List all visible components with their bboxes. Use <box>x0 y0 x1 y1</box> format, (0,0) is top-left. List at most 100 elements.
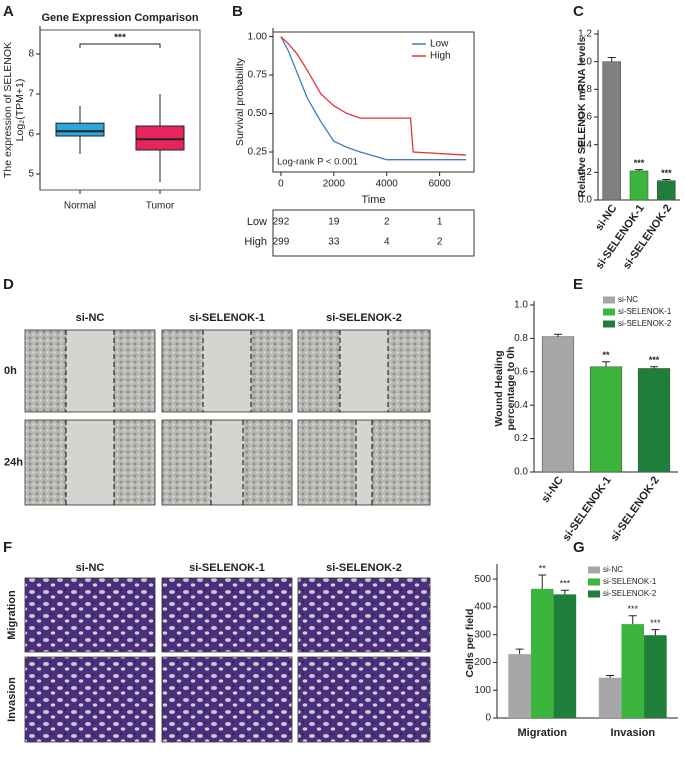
risk-row-label: Low <box>247 216 267 228</box>
y-tick-label: 0.8 <box>514 333 528 344</box>
bar <box>602 61 621 201</box>
y-tick-label: 0 <box>485 713 491 724</box>
bar <box>644 635 667 718</box>
chart-title: Gene Expression Comparison <box>41 12 198 24</box>
error-bar <box>554 333 562 337</box>
y-tick-label: 200 <box>474 657 491 668</box>
y-tick-label: 0.50 <box>248 108 268 119</box>
micrograph <box>297 656 431 743</box>
legend-label: High <box>430 51 451 62</box>
significance: *** <box>114 33 126 44</box>
error-bar <box>560 589 569 595</box>
x-tick-label: si-SELENOK-1 <box>561 475 614 544</box>
legend-swatch <box>588 578 600 586</box>
y-tick-label: 400 <box>474 602 491 613</box>
x-tick-label: 2000 <box>323 179 346 190</box>
y-axis-label: percentage to 0h <box>505 346 517 430</box>
legend-swatch <box>603 320 615 328</box>
plot-frame <box>39 29 201 191</box>
error-bar <box>606 675 615 678</box>
legend-swatch <box>588 590 600 598</box>
y-tick-label: 5 <box>28 169 34 180</box>
legend-label: si-SELENOK-2 <box>603 589 657 598</box>
risk-count: 19 <box>328 217 340 228</box>
y-axis-label: The expression of SELENOK <box>2 42 14 178</box>
y-tick-label: 0.0 <box>578 195 592 206</box>
panel-letter: A <box>3 3 14 20</box>
significance: *** <box>560 579 571 589</box>
x-tick-label: Normal <box>64 201 96 212</box>
y-tick-label: 0.75 <box>248 70 268 81</box>
bar <box>530 588 554 718</box>
row-label: Migration <box>6 590 18 640</box>
y-axis-label: Survival probability <box>234 57 246 146</box>
legend-swatch <box>603 308 615 316</box>
column-label: si-NC <box>76 312 105 324</box>
y-axis-label: Log₂(TPM+1) <box>14 79 26 142</box>
column-label: si-SELENOK-1 <box>189 562 265 574</box>
wound-gap <box>66 330 114 412</box>
error-bar <box>651 629 660 636</box>
row-label: Invasion <box>6 677 18 722</box>
error-bar <box>538 574 547 589</box>
x-axis-label: Time <box>361 194 385 206</box>
legend-label: si-SELENOK-2 <box>618 319 672 328</box>
survival-curve <box>280 36 467 156</box>
risk-count: 2 <box>437 237 443 248</box>
x-tick-label: 6000 <box>428 179 451 190</box>
bar <box>541 336 575 473</box>
risk-count: 1 <box>437 217 443 228</box>
risk-table-frame <box>272 209 475 257</box>
y-tick-label: 100 <box>474 685 491 696</box>
y-tick-label: 1.0 <box>578 56 592 67</box>
x-tick-label: Tumor <box>146 201 175 212</box>
y-tick-label: 7 <box>28 89 34 100</box>
x-tick-label: Migration <box>518 727 568 739</box>
micrograph <box>161 577 293 653</box>
error-bar <box>662 179 671 181</box>
risk-count: 33 <box>328 237 340 248</box>
y-tick-label: 0.0 <box>514 467 528 478</box>
error-bar <box>635 169 643 171</box>
wound-gap <box>66 420 114 505</box>
legend-label: Low <box>430 39 449 50</box>
wound-gap <box>356 420 372 505</box>
x-tick-label: 4000 <box>376 179 399 190</box>
significance: *** <box>649 355 660 365</box>
row-label: 24h <box>4 456 23 468</box>
column-label: si-SELENOK-2 <box>326 312 402 324</box>
y-tick-label: 0.4 <box>578 139 592 150</box>
error-bar <box>607 57 616 62</box>
y-tick-label: 0.25 <box>248 147 268 158</box>
risk-count: 292 <box>273 217 290 228</box>
y-tick-label: 0.6 <box>578 112 592 123</box>
risk-count: 2 <box>384 217 390 228</box>
error-bar <box>650 366 658 369</box>
bar <box>621 624 645 718</box>
box <box>135 125 185 151</box>
row-label: 0h <box>4 365 17 377</box>
error-bar <box>628 615 637 625</box>
y-tick-label: 300 <box>474 629 491 640</box>
x-tick-label: 0 <box>278 179 284 190</box>
x-tick-label: Invasion <box>610 727 655 739</box>
legend-label: si-SELENOK-1 <box>603 577 657 586</box>
y-tick-label: 0.2 <box>578 167 592 178</box>
column-label: si-SELENOK-2 <box>326 562 402 574</box>
error-bar <box>515 648 524 655</box>
micrograph <box>24 656 156 743</box>
panel-letter: G <box>573 539 585 556</box>
panel-letter: C <box>573 3 584 20</box>
y-axis-label: Relative SELENOK mRNA levels <box>576 37 588 198</box>
y-axis-label: Wound Healing <box>493 350 505 426</box>
y-tick-label: 8 <box>28 49 34 60</box>
significance: *** <box>634 158 645 168</box>
panel-letter: F <box>3 539 12 556</box>
box <box>55 122 105 137</box>
bar <box>598 677 622 718</box>
micrograph <box>161 656 293 743</box>
wound-gap <box>211 420 243 505</box>
bar <box>553 594 577 718</box>
significance: *** <box>650 618 661 628</box>
